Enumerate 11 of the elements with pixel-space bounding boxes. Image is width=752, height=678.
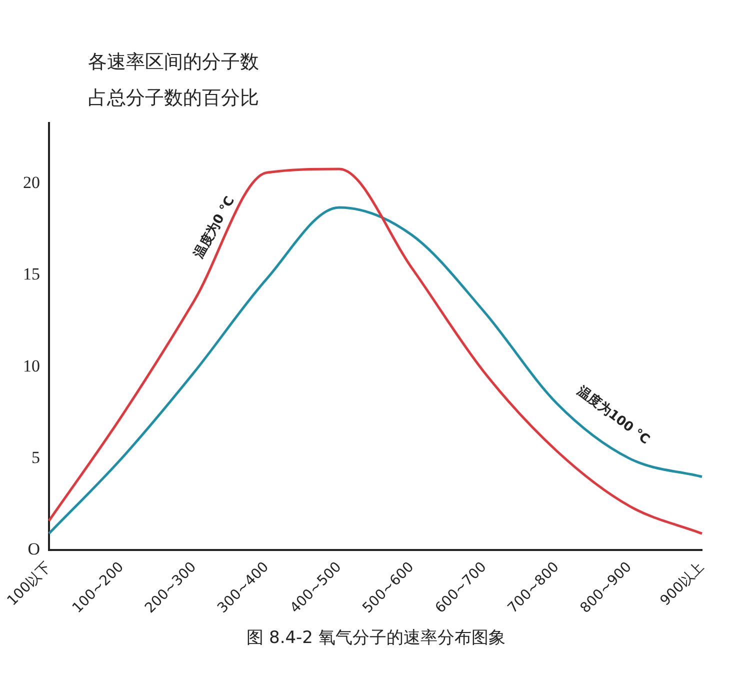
y-tick-label: 10 <box>23 356 40 376</box>
text: 温度为100 ℃ <box>573 382 653 448</box>
y-axis-title: 各速率区间的分子数占总分子数的百分比 <box>88 50 260 111</box>
caption: 图 8.4-2 氧气分子的速率分布图象 <box>246 627 506 649</box>
x-tick-label: 900以上 <box>657 559 708 610</box>
y-tick-label: 5 <box>32 448 40 467</box>
y-tick-label: 20 <box>23 173 40 192</box>
y-tick-label: O <box>28 540 40 559</box>
x-tick-label: 100以下 <box>4 559 54 610</box>
y-tick-label: 15 <box>23 264 40 284</box>
text: 温度为0 ℃ <box>190 194 238 262</box>
